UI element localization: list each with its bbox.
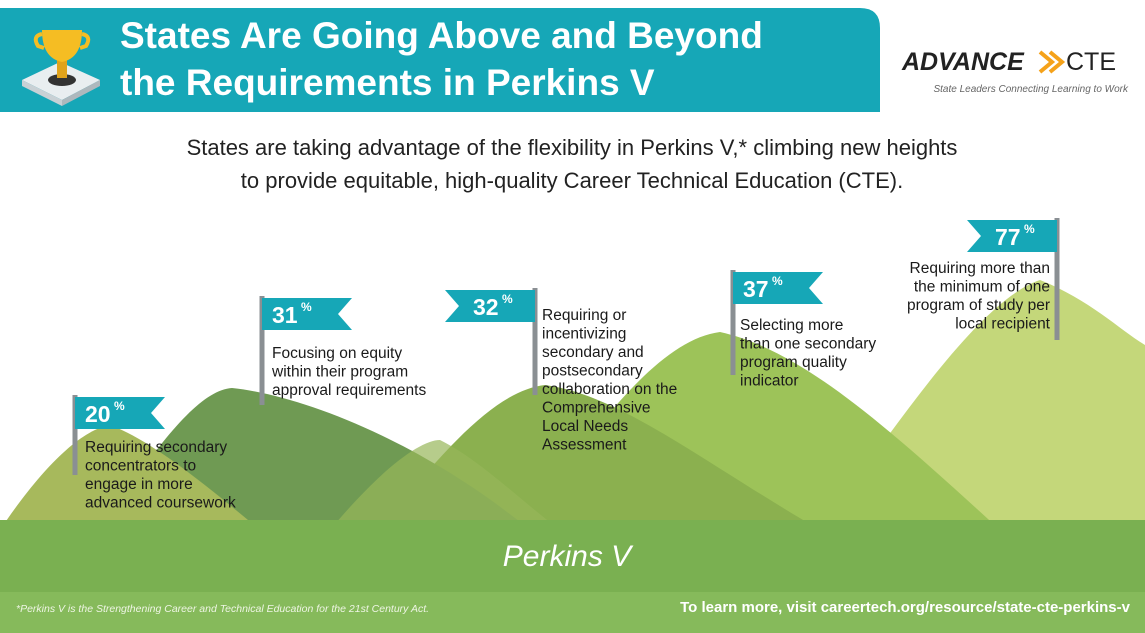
flag-description: Focusing on equity [272,345,402,362]
flag-unit: % [772,274,783,288]
flag-value: 31 [272,302,298,328]
flag-description: postsecondary [542,363,643,380]
logo-tagline: State Leaders Connecting Learning to Wor… [933,84,1129,95]
flag-unit: % [301,300,312,314]
flag-description: indicator [740,373,799,390]
intro-line: to provide equitable, high-quality Caree… [241,168,903,193]
flag-description: Selecting more [740,317,843,334]
flag-description: within their program [271,364,408,381]
flag-description: concentrators to [85,458,196,475]
flag-description: the minimum of one [914,279,1050,296]
logo-name: ADVANCE [901,48,1025,76]
flag-value: 77 [995,224,1021,250]
flag-description: incentivizing [542,326,626,343]
flag-value: 32 [473,294,499,320]
flag-value: 20 [85,401,111,427]
flag-unit: % [502,292,513,306]
logo-chevrons [1040,52,1062,72]
title-line: States Are Going Above and Beyond [120,15,763,56]
footnote: *Perkins V is the Strengthening Career a… [16,603,429,615]
flag-description: secondary and [542,344,644,361]
flag-description: engage in more [85,476,193,493]
flag-description: Local Needs [542,418,628,435]
flag-description: program of study per [907,297,1050,314]
flag-unit: % [1024,222,1035,236]
flag-description: local recipient [955,316,1050,333]
learn-more[interactable]: To learn more, visit careertech.org/reso… [680,599,1131,616]
intro-line: States are taking advantage of the flexi… [187,135,958,160]
flag-description: program quality [740,354,847,371]
flag-description: Requiring or [542,307,626,324]
logo-name: CTE [1066,48,1116,76]
flag-description: than one secondary [740,336,876,353]
flag-description: approval requirements [272,382,426,399]
infographic: States Are Going Above and Beyond the Re… [0,0,1145,633]
flag-description: Requiring more than [910,260,1050,277]
flag-description: Requiring secondary [85,439,227,456]
flag-description: advanced coursework [85,495,236,512]
ground-label: Perkins V [503,540,634,573]
flag-value: 37 [743,276,769,302]
flag-description: Comprehensive [542,400,651,417]
flag-description: Assessment [542,437,627,454]
title-line: the Requirements in Perkins V [120,62,655,103]
flag-unit: % [114,399,125,413]
flag-description: collaboration on the [542,381,677,398]
